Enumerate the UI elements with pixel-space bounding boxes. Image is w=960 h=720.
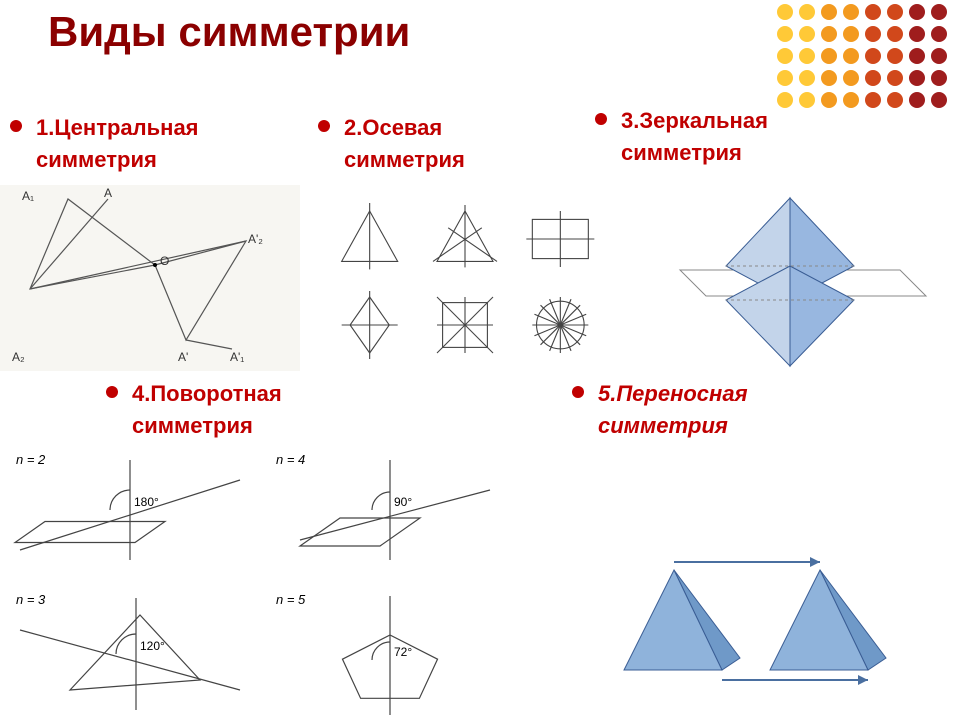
bullet-central-symmetry: 1.Центральнаясимметрия [10, 112, 199, 176]
bullet-dot-icon [595, 113, 607, 125]
title-text: Виды симметрии [48, 8, 410, 55]
diagram-central-symmetry: A₁ A O A'₂ A₂ A' A'₁ [0, 185, 300, 371]
svg-text:A₂: A₂ [12, 350, 25, 364]
diagram-translational-symmetry [602, 540, 922, 710]
corner-dots-deco [760, 0, 960, 130]
bullet-rotational-symmetry: 4.Поворотнаясимметрия [106, 378, 282, 442]
diagram-axial-symmetry [322, 196, 608, 368]
bullet-axial-symmetry: 2.Осеваясимметрия [318, 112, 465, 176]
bullet-text: 4.Поворотнаясимметрия [132, 378, 282, 442]
svg-text:A₁: A₁ [22, 189, 34, 203]
svg-text:O: O [160, 254, 169, 268]
diagram-mirror-symmetry [650, 188, 930, 378]
svg-text:n = 3: n = 3 [16, 592, 46, 607]
svg-text:A: A [104, 186, 112, 200]
svg-text:n = 5: n = 5 [276, 592, 306, 607]
bullet-text: 1.Центральнаясимметрия [36, 112, 199, 176]
svg-text:A'₁: A'₁ [230, 350, 244, 364]
bullet-text: 3.Зеркальнаясимметрия [621, 105, 768, 169]
bullet-mirror-symmetry: 3.Зеркальнаясимметрия [595, 105, 768, 169]
svg-text:120°: 120° [140, 639, 165, 653]
bullet-translational-symmetry: 5.Переноснаясимметрия [572, 378, 748, 442]
bullet-text: 5.Переноснаясимметрия [598, 378, 748, 442]
page-title: Виды симметрии [48, 8, 410, 56]
bullet-dot-icon [572, 386, 584, 398]
svg-text:n = 2: n = 2 [16, 452, 46, 467]
svg-text:72°: 72° [394, 645, 412, 659]
bullet-text: 2.Осеваясимметрия [344, 112, 465, 176]
diagram-rotational-symmetry: n = 2 180° n = 4 90° n = 3 120° n = 5 72° [10, 450, 530, 720]
svg-text:n = 4: n = 4 [276, 452, 305, 467]
bullet-dot-icon [106, 386, 118, 398]
bullet-dot-icon [10, 120, 22, 132]
svg-text:180°: 180° [134, 495, 159, 509]
svg-text:A': A' [178, 350, 188, 364]
svg-text:A'₂: A'₂ [248, 232, 263, 246]
bullet-dot-icon [318, 120, 330, 132]
svg-text:90°: 90° [394, 495, 412, 509]
